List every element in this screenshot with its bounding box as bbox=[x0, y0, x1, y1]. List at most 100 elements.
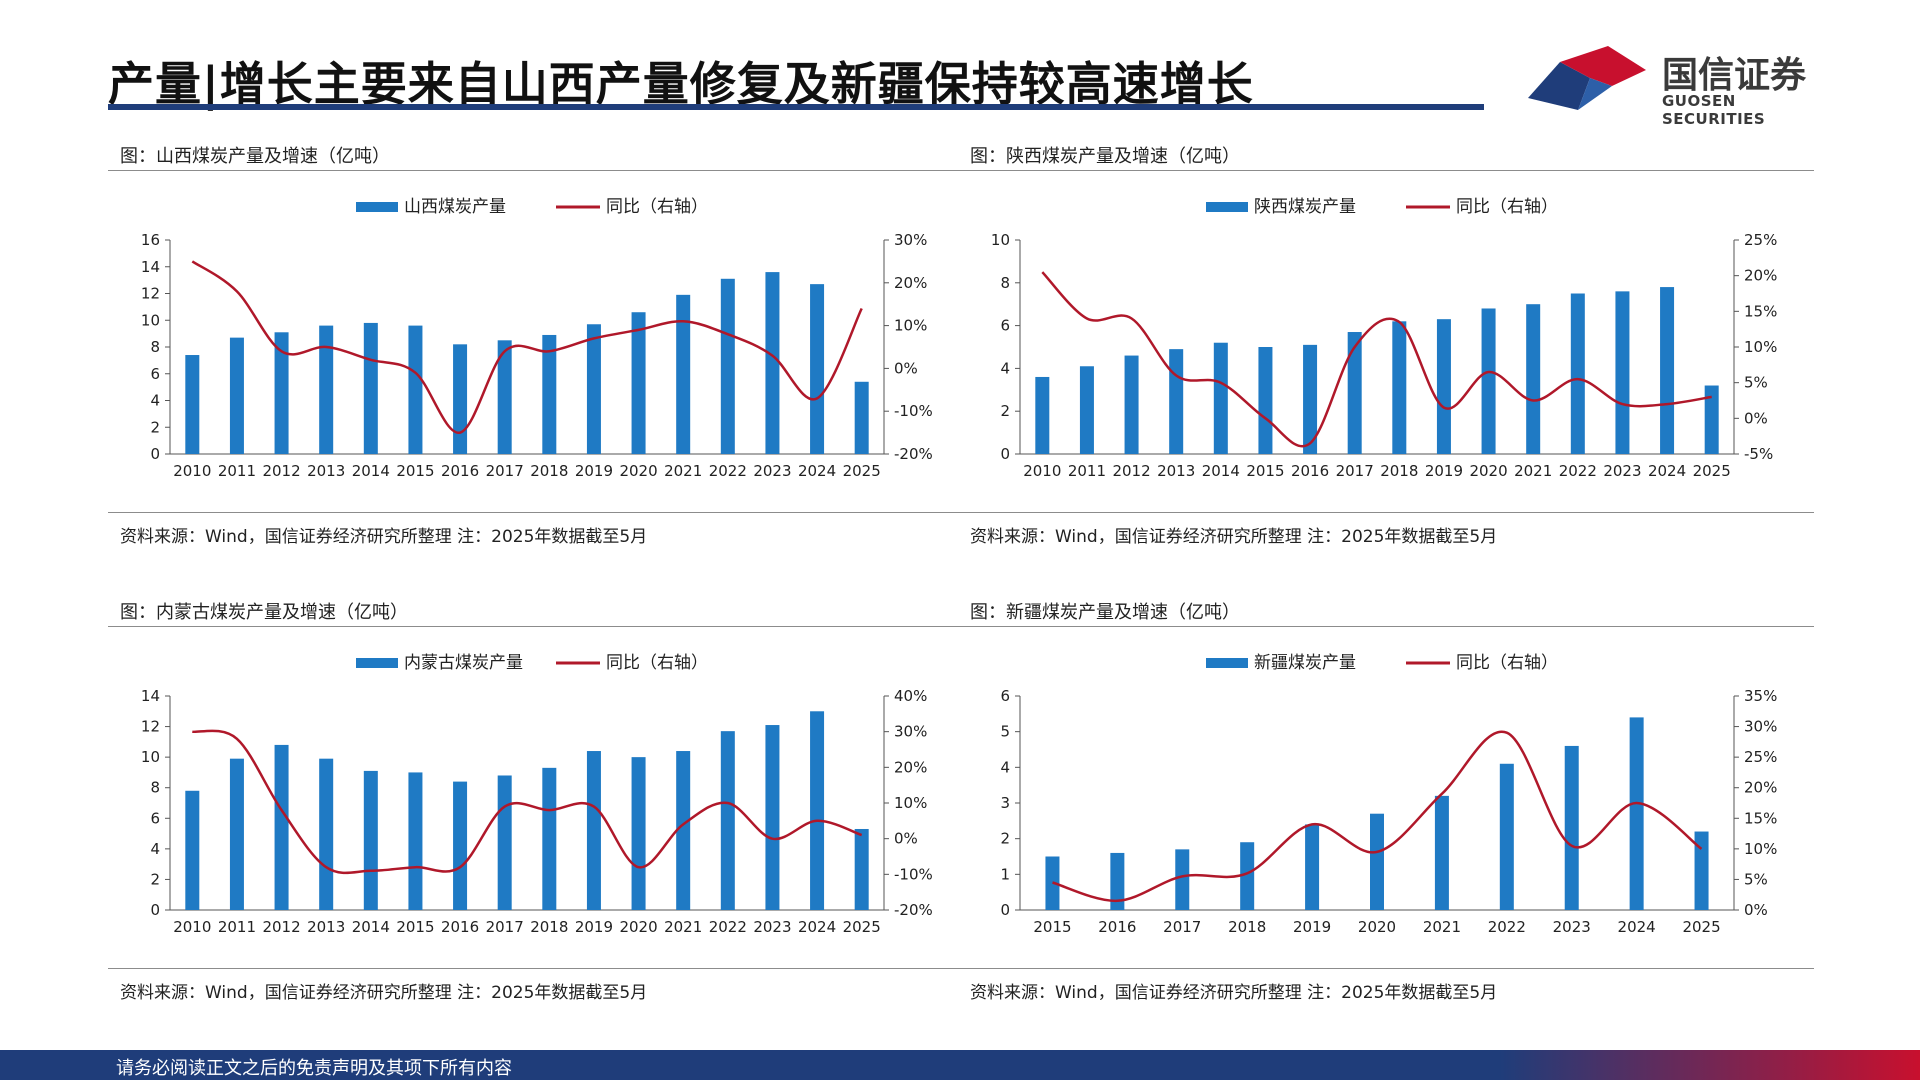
panel-bottom-rule bbox=[958, 512, 1814, 513]
right-axis-tick-label: 15% bbox=[1744, 809, 1777, 827]
chart-panel-xinjiang: 图：新疆煤炭产量及增速（亿吨） 新疆煤炭产量 同比（右轴） 0 1 2 3 4 5 6 0% 5% 1… bbox=[958, 594, 1814, 1014]
bar bbox=[542, 334, 557, 454]
bar bbox=[229, 758, 244, 910]
legend-bar-swatch bbox=[1206, 658, 1248, 668]
yoy-growth-line bbox=[191, 260, 863, 434]
bar bbox=[1035, 376, 1050, 454]
brand-logo: 国信证券 GUOSEN SECURITIES bbox=[1520, 40, 1830, 128]
bar bbox=[1213, 342, 1228, 454]
x-axis-tick-label: 2012 bbox=[1112, 462, 1150, 480]
yoy-growth-line bbox=[1041, 271, 1712, 448]
legend-bar-label: 陕西煤炭产量 bbox=[1254, 197, 1356, 217]
x-axis-tick-label: 2016 bbox=[441, 462, 479, 480]
legend-bar-swatch bbox=[1206, 202, 1248, 212]
page-footer: 请务必阅读正文之后的免责声明及其项下所有内容 bbox=[0, 1050, 1920, 1080]
panel-top-rule bbox=[958, 170, 1814, 171]
left-axis-tick-label: 14 bbox=[141, 687, 160, 705]
bar bbox=[1481, 308, 1496, 454]
chart-title: 图：陕西煤炭产量及增速（亿吨） bbox=[970, 146, 1240, 167]
bar bbox=[765, 272, 780, 454]
x-axis-tick-label: 2021 bbox=[664, 462, 702, 480]
x-axis-tick-label: 2017 bbox=[486, 918, 524, 936]
legend-bar-swatch bbox=[356, 202, 398, 212]
x-axis-tick-label: 2022 bbox=[1488, 918, 1526, 936]
bar bbox=[1526, 304, 1541, 454]
right-axis-tick-label: -10% bbox=[894, 865, 933, 883]
x-axis-tick-label: 2021 bbox=[664, 918, 702, 936]
left-axis-tick-label: 2 bbox=[150, 418, 160, 436]
right-axis-tick-label: 0% bbox=[1744, 409, 1768, 427]
left-axis-tick-label: 2 bbox=[1000, 402, 1010, 420]
x-axis-tick-label: 2016 bbox=[1098, 918, 1136, 936]
x-axis-tick-label: 2021 bbox=[1423, 918, 1461, 936]
x-axis-tick-label: 2022 bbox=[1559, 462, 1597, 480]
x-axis-tick-label: 2019 bbox=[575, 918, 613, 936]
page-title: 产量|增长主要来自山西产量修复及新疆保持较高速增长 bbox=[108, 57, 1254, 111]
legend-bar-label: 新疆煤炭产量 bbox=[1254, 653, 1356, 673]
left-axis-tick-label: 6 bbox=[150, 365, 160, 383]
x-axis-tick-label: 2013 bbox=[307, 918, 345, 936]
bar bbox=[1124, 355, 1139, 454]
left-axis-tick-label: 8 bbox=[1000, 274, 1010, 292]
x-axis-tick-label: 2025 bbox=[843, 462, 881, 480]
legend-bar-label: 内蒙古煤炭产量 bbox=[404, 653, 523, 673]
left-axis-tick-label: 10 bbox=[991, 231, 1010, 249]
bar bbox=[1303, 344, 1318, 454]
x-axis-tick-label: 2023 bbox=[1603, 462, 1641, 480]
right-axis-tick-label: 10% bbox=[894, 317, 927, 335]
guosen-logo-icon bbox=[1528, 46, 1646, 110]
yoy-growth-line bbox=[1052, 730, 1703, 903]
x-axis-tick-label: 2011 bbox=[218, 918, 256, 936]
bar bbox=[319, 325, 334, 454]
legend-line-label: 同比（右轴） bbox=[606, 197, 708, 217]
x-axis-tick-label: 2013 bbox=[307, 462, 345, 480]
bar bbox=[1564, 745, 1579, 910]
x-axis-tick-label: 2022 bbox=[709, 918, 747, 936]
bar bbox=[1175, 849, 1190, 910]
bar bbox=[810, 284, 825, 454]
logo-english-name: GUOSEN SECURITIES bbox=[1662, 92, 1766, 128]
x-axis-tick-label: 2021 bbox=[1514, 462, 1552, 480]
right-axis-tick-label: 0% bbox=[894, 830, 918, 848]
x-axis-tick-label: 2012 bbox=[262, 462, 300, 480]
x-axis-tick-label: 2019 bbox=[575, 462, 613, 480]
x-axis-tick-label: 2025 bbox=[843, 918, 881, 936]
chart-source-note: 资料来源：Wind，国信证券经济研究所整理 注：2025年数据截至5月 bbox=[970, 983, 1498, 1003]
x-axis-tick-label: 2015 bbox=[1033, 918, 1071, 936]
left-axis-tick-label: 4 bbox=[150, 392, 160, 410]
x-axis-tick-label: 2019 bbox=[1425, 462, 1463, 480]
logo-chinese-name: 国信证券 bbox=[1662, 55, 1807, 96]
right-axis-tick-label: 5% bbox=[1744, 374, 1768, 392]
right-axis-tick-label: 30% bbox=[894, 231, 927, 249]
bar bbox=[720, 731, 735, 910]
left-axis-tick-label: 12 bbox=[141, 285, 160, 303]
chart-legend: 新疆煤炭产量 同比（右轴） bbox=[1206, 653, 1558, 673]
chart-source-note: 资料来源：Wind，国信证券经济研究所整理 注：2025年数据截至5月 bbox=[120, 527, 648, 547]
bar bbox=[185, 355, 200, 454]
x-axis-tick-label: 2017 bbox=[1336, 462, 1374, 480]
right-axis-tick-label: -5% bbox=[1744, 445, 1773, 463]
left-axis-tick-label: 4 bbox=[1000, 758, 1010, 776]
left-axis-tick-label: 5 bbox=[1000, 723, 1010, 741]
bar bbox=[453, 344, 468, 454]
bar bbox=[1110, 852, 1125, 910]
bar bbox=[1392, 321, 1407, 454]
bar bbox=[676, 751, 691, 910]
bar bbox=[631, 757, 646, 910]
left-axis-tick-label: 0 bbox=[1000, 445, 1010, 463]
bar bbox=[274, 744, 289, 910]
right-axis-tick-label: -10% bbox=[894, 402, 933, 420]
bar bbox=[1258, 347, 1273, 454]
left-axis-tick-label: 12 bbox=[141, 718, 160, 736]
panel-top-rule bbox=[958, 626, 1814, 627]
chart-legend: 内蒙古煤炭产量 同比（右轴） bbox=[356, 653, 708, 673]
chart-panel-shanxi: 图：山西煤炭产量及增速（亿吨） 山西煤炭产量 同比（右轴） 0 2 4 6 8 10 12 14 1… bbox=[108, 138, 964, 558]
left-axis-tick-label: 10 bbox=[141, 748, 160, 766]
bar bbox=[765, 725, 780, 910]
bar bbox=[586, 324, 601, 454]
right-axis-tick-label: 5% bbox=[1744, 870, 1768, 888]
bar bbox=[1436, 319, 1451, 454]
left-axis-tick-label: 6 bbox=[1000, 317, 1010, 335]
legend-line-label: 同比（右轴） bbox=[606, 653, 708, 673]
x-axis-tick-label: 2013 bbox=[1157, 462, 1195, 480]
